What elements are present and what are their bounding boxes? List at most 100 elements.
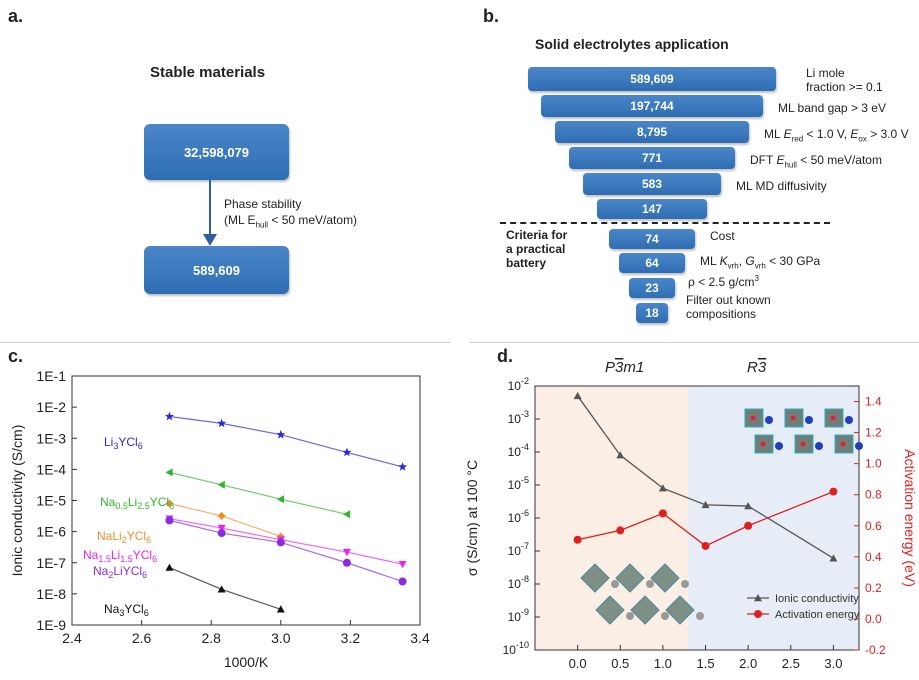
funnel-criterion-1: Li mole fraction >= 0.1 bbox=[806, 66, 883, 94]
panel-a-title: Stable materials bbox=[150, 64, 266, 81]
d-yr-tick-label-4: 0.6 bbox=[865, 519, 882, 533]
data-point-0-3 bbox=[342, 447, 352, 457]
series-line-3 bbox=[169, 518, 403, 565]
d-data-point-1-4 bbox=[744, 521, 753, 530]
d-yl-tick-exp-8: -2 bbox=[521, 376, 529, 386]
octahedron-a-5 bbox=[665, 595, 695, 625]
d-x-tick-label-2: 1.0 bbox=[654, 656, 672, 671]
label-nali2ycl6: NaLi2YCl6 bbox=[97, 529, 151, 545]
y-tick-label-3: 1E-6 bbox=[36, 524, 66, 540]
panel-separator-left bbox=[0, 342, 450, 343]
y-tick-label-0: 1E-9 bbox=[36, 617, 66, 633]
label-li3ycl6: Li3YCl6 bbox=[104, 435, 143, 451]
phase-stability-label: Phase stability (ML Ehull < 50 meV/atom) bbox=[224, 197, 358, 230]
label-na3ycl6: Na3YCl6 bbox=[104, 602, 149, 618]
data-point-4-4 bbox=[398, 577, 407, 586]
data-point-1-2 bbox=[276, 495, 284, 504]
atom-a-4 bbox=[661, 612, 669, 620]
atom-b-2 bbox=[845, 416, 853, 424]
octahedron-a-2 bbox=[650, 563, 680, 593]
y-tick-label-8: 1E-1 bbox=[36, 368, 66, 384]
x-tick-label-1: 2.6 bbox=[132, 630, 152, 646]
center-b-2 bbox=[830, 415, 836, 421]
d-yr-tick-label-3: 0.4 bbox=[865, 550, 882, 564]
d-yr-tick-label-2: 0.2 bbox=[865, 581, 882, 595]
funnel-criterion-2: ML band gap > 3 eV bbox=[778, 101, 886, 115]
data-point-1-1 bbox=[217, 480, 225, 489]
atom-a-3 bbox=[626, 612, 634, 620]
legend-marker-1 bbox=[754, 610, 762, 618]
d-data-point-0-4 bbox=[744, 502, 753, 510]
atom-b-3 bbox=[775, 442, 783, 450]
atom-a-2 bbox=[681, 580, 689, 588]
label-na05li25ycl6: Na0.5Li2.5YCl6 bbox=[100, 495, 174, 511]
label-na2liycl6: Na2LiYCl6 bbox=[93, 564, 147, 580]
d-data-point-0-2 bbox=[658, 484, 667, 492]
y-tick-label-7: 1E-2 bbox=[36, 399, 66, 415]
d-yr-tick-label-5: 0.8 bbox=[865, 488, 882, 502]
d-yl-tick-exp-2: -8 bbox=[521, 574, 529, 584]
legend-marker-0 bbox=[754, 594, 762, 602]
center-b-3 bbox=[760, 441, 766, 447]
y-tick-label-2: 1E-7 bbox=[36, 555, 66, 571]
x-tick-label-0: 2.4 bbox=[62, 630, 82, 646]
panel-b-letter: b. bbox=[483, 6, 499, 26]
chart-d-ylabel-right: Activation energy (eV) bbox=[902, 449, 918, 587]
data-point-4-3 bbox=[342, 558, 351, 567]
octahedron-a-3 bbox=[595, 595, 625, 625]
label-na15li15ycl6: Na1.5Li1.5YCl6 bbox=[83, 548, 157, 564]
d-data-point-0-5 bbox=[829, 554, 838, 562]
d-yl-tick-label-2: 10-8 bbox=[508, 574, 529, 591]
data-point-0-2 bbox=[276, 429, 286, 439]
stable-materials-bottom-box: 589,609 bbox=[144, 246, 289, 294]
y-tick-label-5: 1E-4 bbox=[36, 461, 66, 477]
legend-label-1: Activation energy bbox=[775, 609, 860, 621]
chart-d-ylabel-left: σ (S/cm) at 100 °C bbox=[464, 460, 480, 576]
funnel-bar-2: 197,744 bbox=[541, 95, 763, 117]
d-x-tick-label-3: 1.5 bbox=[696, 656, 714, 671]
chart-d-series bbox=[573, 391, 838, 562]
chart-d-xlabel: Nominal x (NaxLi3-xYCl6) bbox=[621, 677, 772, 680]
d-yl-tick-exp-6: -4 bbox=[521, 442, 529, 452]
atom-a-0 bbox=[611, 580, 619, 588]
chart-c-series bbox=[164, 411, 408, 613]
y-tick-label-4: 1E-5 bbox=[36, 493, 66, 509]
octahedron-a-1 bbox=[615, 563, 645, 593]
panel-d-letter: d. bbox=[497, 346, 513, 366]
center-b-1 bbox=[790, 415, 796, 421]
data-point-3-3 bbox=[342, 548, 351, 557]
data-point-5-2 bbox=[276, 605, 285, 613]
d-data-point-0-3 bbox=[701, 500, 710, 509]
conductivity-chart: 2.4 2.6 2.8 3.0 3.2 3.4 1E-9 1E-8 1E-7 1E-6 1E-5 1E… bbox=[9, 368, 430, 670]
stable-materials-top-box: 32,598,079 bbox=[144, 124, 289, 180]
funnel-bar-7: 74 bbox=[609, 229, 695, 249]
d-yl-tick-exp-4: -6 bbox=[521, 508, 529, 518]
d-data-point-1-2 bbox=[658, 509, 667, 518]
data-point-2-1 bbox=[217, 511, 226, 520]
octahedron-a-0 bbox=[580, 563, 610, 593]
funnel-criterion-8: ML Kvrh, Gvrh < 30 GPa bbox=[700, 254, 821, 271]
d-x-tick-label-6: 3.0 bbox=[824, 656, 842, 671]
d-data-point-1-1 bbox=[616, 526, 625, 535]
funnel-criterion-5: ML MD diffusivity bbox=[736, 179, 827, 193]
d-yr-tick-label-7: 1.2 bbox=[865, 426, 882, 440]
chart-c-series-labels: Li3YCl6 Na0.5Li2.5YCl6 NaLi2YCl6 Na1.5Li… bbox=[83, 435, 174, 618]
d-yr-tick-label-1: 0.0 bbox=[865, 612, 882, 626]
d-x-tick-label-1: 0.5 bbox=[611, 656, 629, 671]
funnel-bar-8: 64 bbox=[619, 253, 685, 273]
y-tick-label-6: 1E-3 bbox=[36, 430, 66, 446]
atom-b-5 bbox=[855, 442, 863, 450]
x-tick-label-2: 2.8 bbox=[201, 630, 221, 646]
series-line-5 bbox=[169, 567, 281, 610]
d-yl-tick-exp-3: -7 bbox=[521, 541, 529, 551]
data-point-1-3 bbox=[342, 510, 351, 519]
funnel-bar-4: 771 bbox=[569, 147, 735, 169]
d-yl-tick-label-7: 10-3 bbox=[508, 409, 529, 426]
x-tick-label-5: 3.4 bbox=[410, 630, 430, 646]
d-yl-tick-label-4: 10-6 bbox=[508, 508, 529, 525]
atom-b-1 bbox=[805, 416, 813, 424]
d-yr-tick-label-8: 1.4 bbox=[865, 395, 882, 409]
data-point-4-0 bbox=[165, 516, 174, 525]
d-yr-tick-label-0: -0.2 bbox=[865, 643, 886, 657]
d-yl-tick-exp-7: -3 bbox=[521, 409, 529, 419]
